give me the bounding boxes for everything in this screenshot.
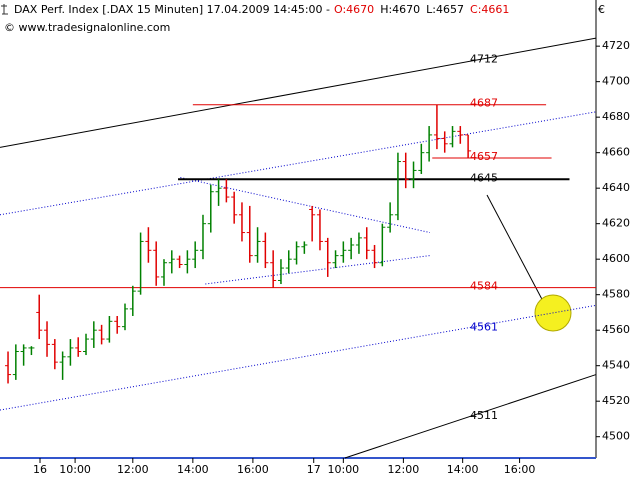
level-label: 4584 [470,280,498,293]
y-tick-label: 4680 [602,110,630,123]
currency: € [598,3,605,16]
trend-line [344,374,597,459]
chart-icon [1,4,8,15]
quote-value: H:4670 [380,3,420,16]
quote-value: L:4657 [426,3,464,16]
y-tick-label: 4700 [602,75,630,88]
x-tick-label: 12:00 [388,463,420,476]
source: © www.tradesignalonline.com [4,21,170,34]
x-tick-label: 12:00 [117,463,149,476]
level-label: 4687 [470,97,498,110]
quote-value: O:4670 [334,3,374,16]
x-tick-label: 14:00 [177,463,209,476]
trend-line [0,111,597,216]
y-tick-label: 4720 [602,39,630,52]
level-label: 4561 [470,320,498,333]
level-label: 4657 [470,150,498,163]
quote-value: C:4661 [470,3,509,16]
x-tick-label: 16:00 [504,463,536,476]
y-tick-label: 4520 [602,394,630,407]
y-tick-label: 4500 [602,430,630,443]
level-label: 4645 [470,171,498,184]
y-tick-label: 4620 [602,217,630,230]
y-tick-label: 4580 [602,288,630,301]
y-tick-label: 4660 [602,146,630,159]
trend-line [0,304,597,411]
y-tick-label: 4640 [602,181,630,194]
pointer-line [486,194,546,306]
x-tick-label: 10:00 [327,463,359,476]
x-tick-label: 10:00 [59,463,91,476]
y-tick-label: 4540 [602,359,630,372]
x-tick-label: 14:00 [447,463,479,476]
y-tick-label: 4600 [602,252,630,265]
level-label: 4511 [470,409,498,422]
chart-title: DAX Perf. Index [.DAX 15 Minuten] 17.04.… [14,3,330,16]
x-tick-label: 16:00 [237,463,269,476]
x-tick-label: 16 [33,463,47,476]
trend-line [0,37,597,148]
x-tick-label: 17 [307,463,321,476]
trend-line [180,177,431,234]
y-tick-label: 4560 [602,323,630,336]
level-label: 4712 [470,52,498,65]
